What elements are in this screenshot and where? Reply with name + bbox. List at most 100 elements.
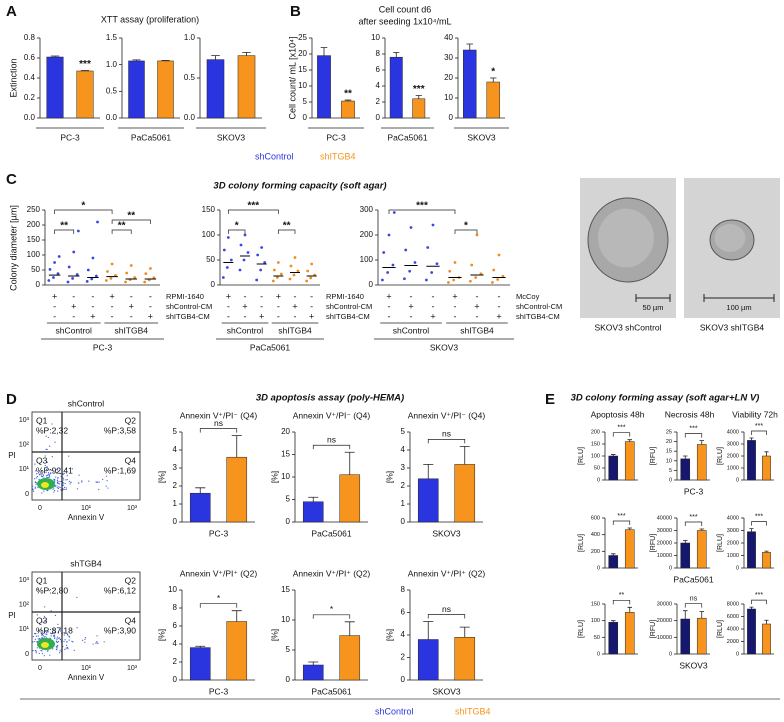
cell-dot [46, 466, 48, 468]
y-tick-label: 2 [401, 653, 406, 662]
y-axis-label: [RLU] [578, 620, 585, 638]
cell-dot [81, 480, 83, 482]
cell-dot [46, 650, 49, 652]
significance-label: ** [344, 89, 352, 100]
significance-label: *** [689, 425, 697, 432]
cell-dot [36, 476, 38, 478]
significance-bracket [612, 599, 631, 605]
cell-dot [98, 488, 100, 491]
cell-dot [34, 463, 36, 465]
cell-dot [36, 614, 38, 616]
cell-dot [67, 646, 69, 648]
significance-label: ** [619, 592, 625, 599]
cell-dot [76, 627, 78, 629]
data-point [260, 246, 264, 249]
data-point [56, 272, 60, 275]
error-bar [459, 446, 470, 465]
x-axis-label: SKOV3 [432, 528, 461, 538]
y-tick-label: 0 [369, 280, 374, 289]
cell-dot [84, 638, 86, 640]
y-tick-label: 200 [360, 230, 374, 239]
y-tick-label: 40000 [657, 515, 672, 521]
cell-dot [45, 435, 47, 437]
scale-bar-label: 100 µm [726, 303, 751, 312]
cell-dot [54, 480, 56, 482]
data-point [271, 279, 275, 283]
error-bar [161, 60, 170, 61]
significance-bracket [454, 229, 478, 234]
y-tick-label: 15 [298, 65, 307, 74]
cell-dot [64, 648, 66, 651]
error-bar [50, 55, 60, 57]
data-point [496, 278, 500, 281]
data-point [426, 246, 430, 249]
x-tick-label: 10¹ [81, 665, 92, 672]
cell-dot [60, 489, 62, 491]
cell-dot [71, 640, 73, 642]
cell-dot [35, 635, 38, 637]
legend-entry: shControl [255, 151, 294, 161]
row-label: SKOV3 [679, 660, 708, 670]
y-tick-label: 100 [591, 618, 600, 624]
significance-bracket [751, 521, 767, 526]
data-point [497, 253, 501, 257]
y-tick-label: 100 [202, 230, 216, 239]
condition-sign: - [498, 301, 501, 311]
cell-dot [57, 478, 59, 480]
data-point [222, 248, 226, 252]
data-point [129, 264, 133, 267]
y-tick-label: 30 [444, 53, 453, 62]
panel-letter: B [290, 3, 301, 20]
x-axis-label: PC-3 [209, 528, 229, 538]
cell-dot [95, 642, 97, 644]
cell-dot [34, 478, 36, 480]
condition-sign: + [71, 301, 76, 311]
bar [412, 98, 426, 119]
data-point [149, 267, 152, 270]
y-tick-label: 300 [360, 205, 374, 214]
y-tick-label: 100 [591, 453, 600, 459]
condition-sign: + [226, 291, 231, 301]
cell-dot [102, 478, 104, 481]
condition-sign: + [90, 311, 95, 321]
cell-dot [56, 469, 59, 471]
cell-dot [51, 456, 53, 458]
cell-dot [50, 635, 52, 637]
data-point [469, 279, 472, 283]
cell-dot [56, 638, 58, 640]
cell-dot [50, 469, 52, 471]
y-tick-label: 0 [736, 477, 739, 483]
y-tick-label: 0.0 [106, 113, 118, 122]
y-tick-label: 0.0 [184, 113, 196, 122]
condition-sign: - [476, 291, 479, 301]
data-point [279, 272, 283, 276]
y-tick-label: 1000 [727, 553, 739, 559]
data-point [263, 261, 267, 264]
cell-dot [53, 628, 55, 630]
cell-dot [32, 650, 34, 652]
significance-bracket [111, 229, 132, 234]
significance-label: * [491, 67, 495, 78]
data-point [272, 268, 276, 272]
y-axis-label: [%] [156, 471, 166, 483]
x-axis-label: SKOV3 [217, 132, 246, 142]
y-tick-label: 0 [669, 651, 672, 657]
x-axis-label: PC-3 [60, 132, 80, 142]
cell-dot [32, 490, 35, 492]
condition-label: RPMI-1640 [166, 292, 204, 301]
condition-label: shITGB4-CM [516, 312, 560, 321]
cell-dot [54, 631, 56, 633]
cell-dot [35, 483, 37, 485]
cell-dot [56, 479, 59, 482]
condition-sign: - [388, 301, 391, 311]
significance-bracket [227, 229, 246, 234]
data-point [387, 233, 391, 237]
y-tick-label: 0 [401, 517, 406, 526]
panel-title: after seeding 1x10⁴/mL [359, 16, 452, 26]
bar [454, 464, 476, 523]
y-tick-label: 10³ [19, 577, 30, 584]
y-tick-label: 150 [202, 205, 216, 214]
bar [341, 100, 355, 119]
significance-label: * [81, 201, 85, 212]
condition-sign: + [292, 301, 297, 311]
